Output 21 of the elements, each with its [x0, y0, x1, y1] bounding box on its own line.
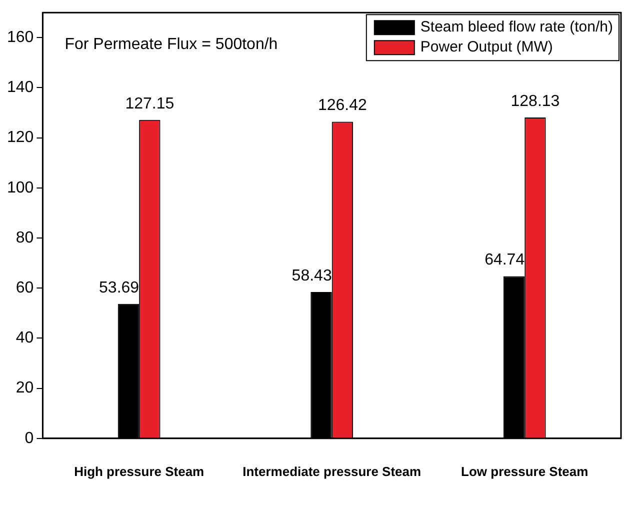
y-tick-label: 140 [6, 79, 34, 96]
y-tick-label: 20 [16, 380, 34, 397]
y-tick-label: 100 [6, 179, 34, 196]
x-tick-label: Intermediate pressure Steam [242, 464, 422, 479]
data-label: 126.42 [318, 97, 368, 114]
data-label: 128.13 [510, 92, 560, 110]
x-tick-label: High pressure Steam [74, 464, 204, 479]
data-label: 127.15 [125, 95, 174, 112]
x-tick-label: Low pressure Steam [461, 464, 588, 479]
y-tick-label: 40 [16, 330, 34, 347]
legend-label: Power Output (MW) [420, 38, 553, 56]
y-tick-label: 120 [6, 129, 34, 146]
data-label: 58.43 [292, 267, 332, 284]
y-tick-label: 80 [16, 229, 34, 246]
y-tick-label: 60 [16, 280, 34, 297]
data-label: 53.69 [99, 279, 140, 296]
y-tick-label: 0 [24, 430, 34, 447]
data-label: 64.74 [484, 252, 525, 269]
annotation: For Permeate Flux = 500ton/h [64, 36, 278, 54]
y-tick-label: 160 [6, 29, 34, 46]
legend-label: Steam bleed flow rate (ton/h) [420, 18, 614, 36]
